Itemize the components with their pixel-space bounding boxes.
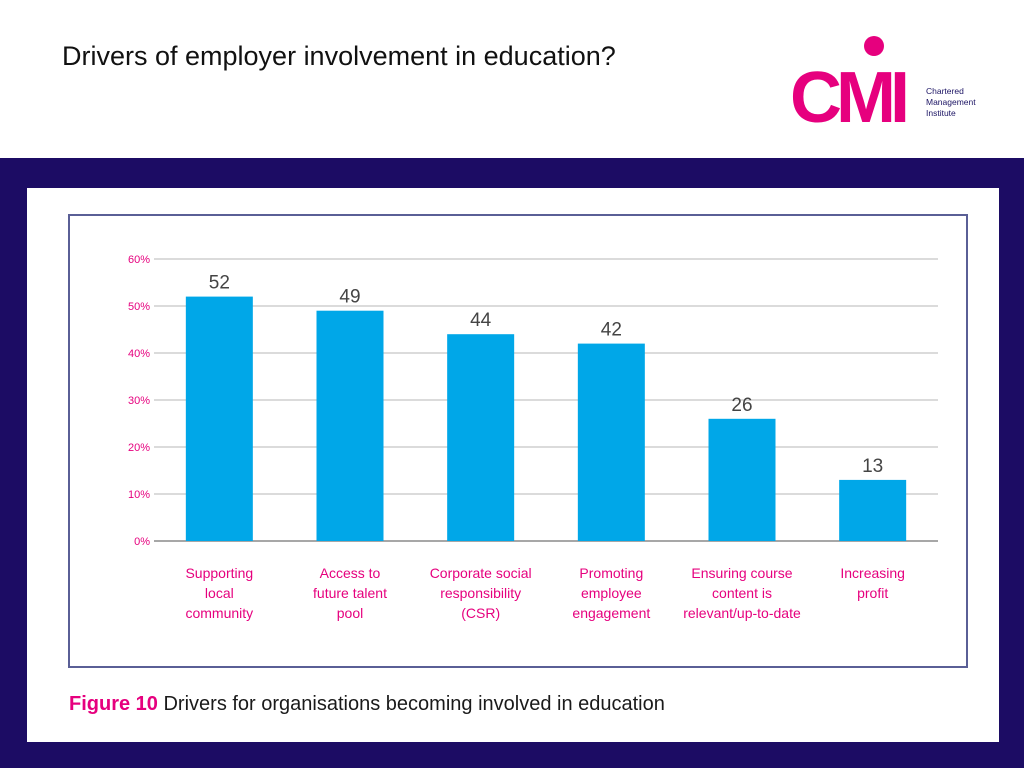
data-label: 44 <box>470 310 492 331</box>
bar <box>185 296 253 541</box>
data-label: 42 <box>601 320 622 341</box>
category-label: relevant/up-to-date <box>683 605 801 621</box>
logo-acronym: CMI <box>790 58 906 132</box>
cmi-logo: CMI Chartered Management Institute <box>790 36 976 132</box>
category-label: Supporting <box>185 565 253 581</box>
category-label: Promoting <box>579 565 643 581</box>
category-label: community <box>185 605 253 621</box>
logo-line-chartered: Chartered <box>926 86 964 96</box>
category-label: pool <box>337 605 363 621</box>
figure-caption-text: Drivers for organisations becoming invol… <box>163 693 665 715</box>
category-label: Corporate social <box>430 565 532 581</box>
category-label: engagement <box>572 605 650 621</box>
bar <box>577 343 645 541</box>
data-label: 13 <box>862 456 883 477</box>
category-label: Access to <box>320 565 381 581</box>
category-label: employee <box>581 585 642 601</box>
bar <box>708 418 776 541</box>
data-label: 26 <box>731 395 752 416</box>
bar <box>839 479 907 541</box>
y-tick-label: 50% <box>128 301 150 313</box>
category-label: local <box>205 585 234 601</box>
category-label: profit <box>857 585 888 601</box>
y-tick-label: 30% <box>128 395 150 407</box>
category-label: Ensuring course <box>691 565 792 581</box>
category-label: (CSR) <box>461 605 500 621</box>
category-label: responsibility <box>440 585 521 601</box>
category-label: content is <box>712 585 772 601</box>
slide-title: Drivers of employer involvement in educa… <box>62 41 616 71</box>
logo-line-institute: Institute <box>926 108 956 118</box>
chart-frame: 0% 10% 20% 30% 40% 50% 60% 52 Supporting local com… <box>68 214 968 668</box>
bar <box>447 334 515 541</box>
data-label: 49 <box>339 287 360 308</box>
category-label: Increasing <box>840 565 905 581</box>
logo-dot <box>864 36 884 56</box>
category-label: future talent <box>313 585 387 601</box>
y-tick-label: 60% <box>128 254 150 266</box>
figure-panel: 0% 10% 20% 30% 40% 50% 60% 52 Supporting local com… <box>27 188 999 742</box>
figure-caption: Figure 10 Drivers for organisations beco… <box>69 693 665 716</box>
y-tick-label: 40% <box>128 348 150 360</box>
figure-number: Figure 10 <box>69 693 158 715</box>
y-tick-label: 10% <box>128 489 150 501</box>
data-label: 52 <box>209 273 230 294</box>
y-tick-label: 20% <box>128 442 150 454</box>
y-tick-label: 0% <box>134 536 150 548</box>
bar <box>316 310 384 541</box>
bar-chart: 0% 10% 20% 30% 40% 50% 60% 52 Supporting local com… <box>128 254 938 621</box>
logo-line-management: Management <box>926 97 976 107</box>
